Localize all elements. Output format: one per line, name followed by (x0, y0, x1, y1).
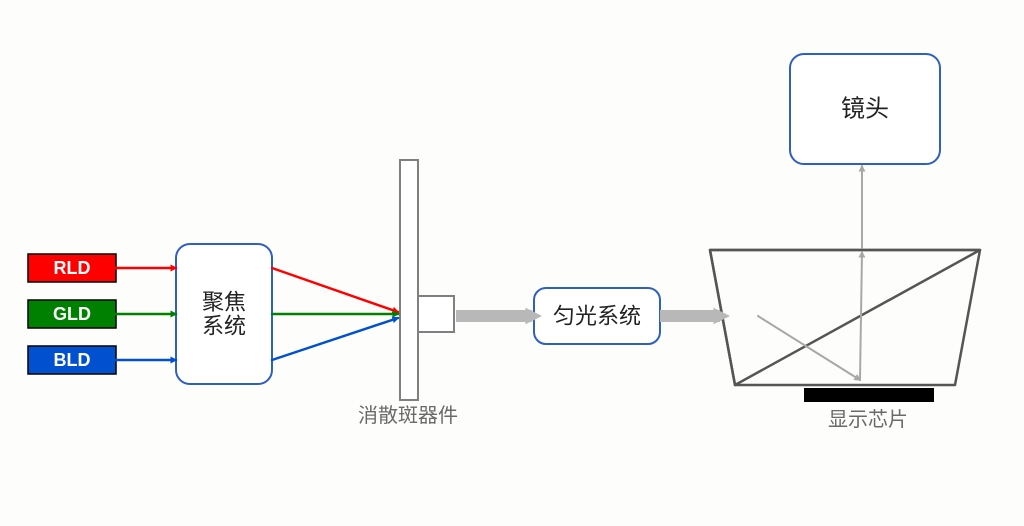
diffuser-caption: 消散斑器件 (358, 404, 458, 427)
rld-label: RLD (54, 258, 91, 278)
bld-label: BLD (54, 350, 91, 370)
display-chip-bar (804, 388, 934, 402)
focus-label-2: 系统 (202, 314, 246, 339)
focus-label-1: 聚焦 (202, 289, 246, 314)
lens-label: 镜头 (841, 96, 889, 123)
diffuser-stub (418, 296, 454, 332)
gld-label: GLD (53, 304, 91, 324)
homogenize-label: 匀光系统 (553, 304, 641, 329)
display-chip-caption: 显示芯片 (828, 408, 908, 431)
diffuser-plate (400, 160, 418, 400)
